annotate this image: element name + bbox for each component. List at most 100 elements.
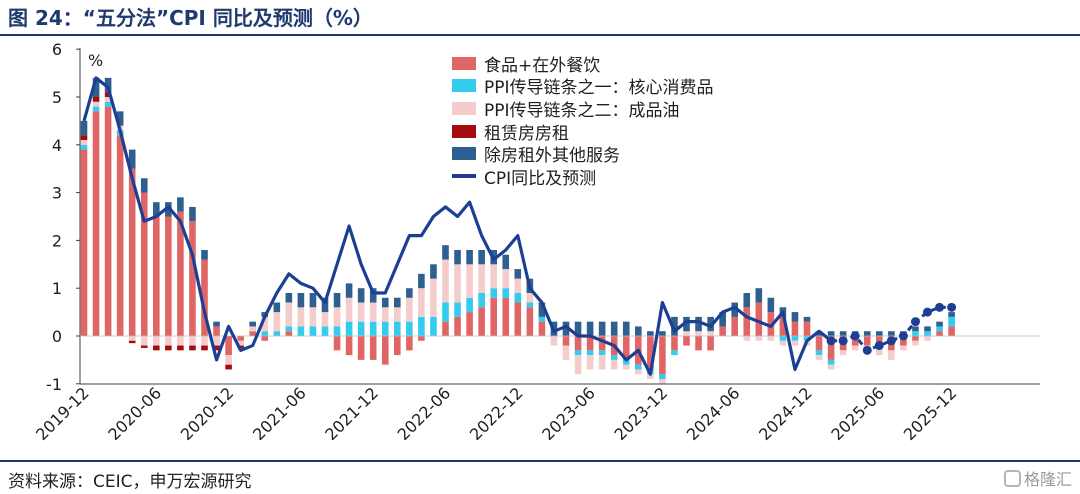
bar-oil-24 [369,302,377,322]
bar-food-34 [490,297,497,336]
bar-core-goods-70 [924,331,931,336]
bar-oil-31 [454,264,461,303]
bar-core-goods-72 [948,316,955,327]
bar-oil-5 [140,336,148,346]
bar-food-24 [369,336,377,360]
bar-rent-8 [177,345,184,351]
bar-rent-11 [213,345,220,351]
bar-oil-69 [912,340,919,346]
bar-oil-22 [345,297,353,322]
bar-services-10 [201,249,208,260]
bar-services-41 [574,321,582,336]
x-tick-label-2020-12: 2020-12 [177,383,238,444]
bar-services-40 [562,321,570,336]
bar-rent-7 [165,345,172,351]
bar-rent-5 [140,345,148,348]
bar-oil-63 [839,350,847,356]
y-tick-label-2: 2 [52,231,62,250]
footer-rule [0,460,1080,462]
bar-food-37 [526,307,534,336]
bar-oil-44 [610,359,618,370]
cpi-forecast-point-62 [826,336,836,346]
cpi-line-actual [82,76,833,376]
legend-label-core-goods: PPI传导链条之一：核心消费品 [484,78,714,99]
bar-food-41 [574,336,582,351]
bar-oil-27 [406,297,413,322]
bar-food-25 [381,336,389,365]
bar-services-3 [116,111,124,126]
y-tick-label-3: 3 [52,184,62,203]
bar-services-35 [502,254,510,270]
bar-core-goods-43 [598,350,606,356]
legend-swatch-core-goods [452,79,476,93]
bar-rent-0 [80,135,88,141]
bar-services-60 [803,316,811,322]
bar-oil-35 [502,269,510,289]
bar-oil-52 [707,331,714,336]
bar-food-38 [538,321,546,336]
bar-oil-48 [659,379,666,384]
bar-core-goods-17 [285,326,293,332]
bar-food-51 [695,336,702,351]
bar-food-66 [876,336,883,346]
bar-food-23 [357,336,365,360]
bar-services-1 [92,77,100,97]
legend-label-rent: 租赁房房租 [484,123,569,144]
bar-oil-20 [321,312,329,327]
watermark: 格隆汇 [1003,466,1072,490]
bar-core-goods-27 [406,321,413,336]
x-tick-label-2024-12: 2024-12 [755,383,816,444]
bar-oil-15 [261,316,269,332]
bar-core-goods-62 [827,359,835,365]
bar-oil-28 [418,288,425,317]
bar-core-goods-25 [381,321,389,336]
y-tick-label-4: 4 [52,136,62,155]
bar-core-goods-37 [526,302,534,308]
bar-oil-43 [598,355,606,370]
bar-oil-39 [550,336,558,346]
bar-oil-10 [201,336,208,346]
bar-food-13 [237,336,244,341]
axes [76,48,1040,385]
bar-core-goods-29 [430,316,437,336]
bar-oil-32 [466,264,473,298]
bar-oil-68 [900,345,907,351]
bar-food-40 [562,336,570,346]
bar-core-goods-48 [659,374,666,380]
cpi-line [82,76,957,376]
bar-food-4 [128,168,136,336]
legend-item-rent: 租赁房房租 [452,120,714,144]
legend-item-core-goods: PPI传导链条之一：核心消费品 [452,75,714,98]
bar-services-36 [514,269,522,279]
bar-services-20 [321,297,329,313]
x-tick-label-2024-06: 2024-06 [683,383,744,444]
bar-food-10 [201,259,208,336]
bar-services-51 [695,316,702,332]
bar-oil-47 [647,374,654,380]
x-tick-label-2023-06: 2023-06 [538,383,599,444]
bar-services-50 [683,316,690,332]
bar-food-27 [406,336,413,351]
bar-core-goods-58 [779,336,787,341]
y-tick-label-5: 5 [52,88,62,107]
bar-core-goods-33 [478,292,485,308]
bar-oil-64 [851,345,859,351]
bar-oil-9 [189,336,196,346]
bar-services-63 [839,331,847,336]
bar-food-71 [936,331,943,336]
bar-rent-1 [92,97,100,102]
bar-core-goods-2 [104,101,112,107]
bar-oil-36 [514,278,522,293]
bar-services-17 [285,292,293,303]
unit-label: % [88,51,103,70]
bar-core-goods-28 [418,316,425,336]
bar-core-goods-19 [309,326,317,336]
bar-rent-10 [201,345,208,351]
cpi-forecast-point-65 [862,345,872,355]
x-tick-label-2025-06: 2025-06 [827,383,888,444]
bar-oil-55 [743,336,751,341]
chart-legend: 食品+在外餐饮 PPI传导链条之一：核心消费品 PPI传导链条之二：成品油 租赁… [452,52,714,189]
bar-food-9 [189,221,196,336]
bar-oil-25 [381,307,389,322]
bar-oil-56 [755,336,763,341]
